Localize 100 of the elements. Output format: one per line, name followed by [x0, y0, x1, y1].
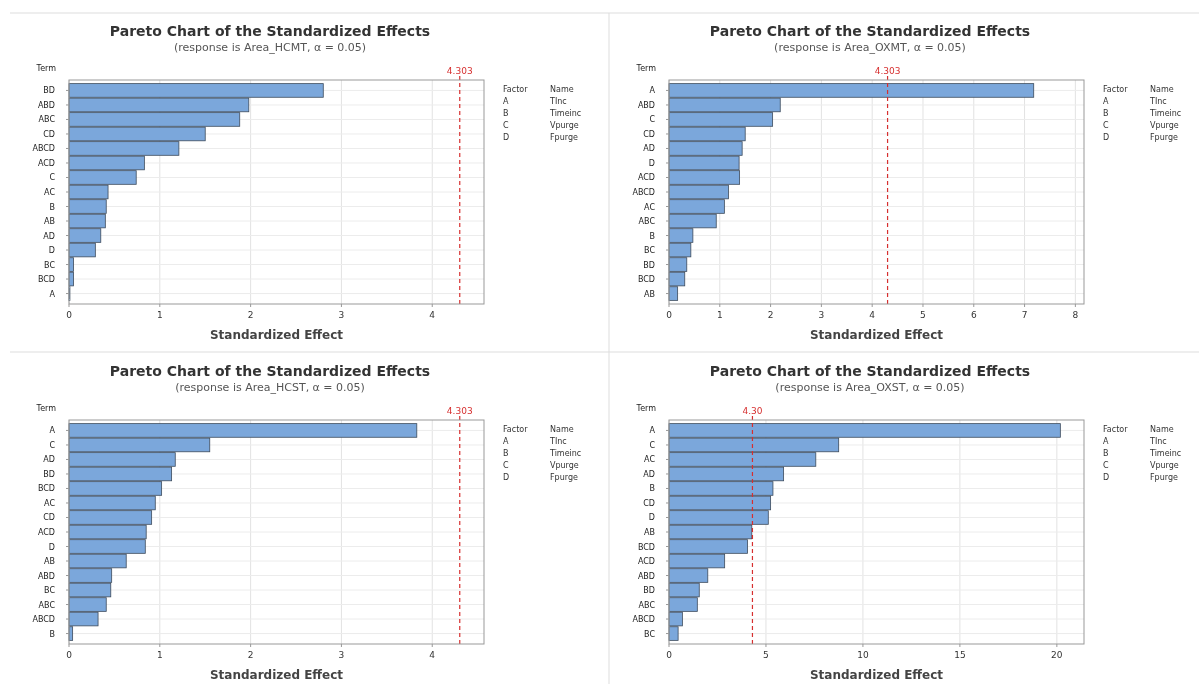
y-tick-label: ACD	[637, 173, 655, 183]
y-tick-label: AD	[643, 469, 655, 479]
x-axis-title: Standardized Effect	[809, 328, 944, 342]
chart-title: Pareto Chart of the Standardized Effects	[709, 363, 1031, 379]
y-tick-label: ABC	[38, 600, 56, 610]
y-tick-label: BD	[643, 586, 655, 596]
text: D	[1103, 133, 1110, 142]
text: Fpurge	[550, 473, 578, 482]
y-tick-label: ABC	[638, 600, 656, 610]
text: Fpurge	[1150, 473, 1178, 482]
y-tick-label: AB	[644, 528, 655, 537]
x-tick-label: 6	[970, 310, 977, 320]
ref-line-label: 4.303	[446, 406, 473, 416]
x-tick-label: 5	[920, 310, 926, 320]
x-tick-label: 5	[763, 650, 769, 660]
y-tick-label: ABD	[37, 100, 55, 110]
y-tick-label: ACD	[637, 557, 655, 567]
y-axis-title: Term	[635, 64, 657, 73]
text: A	[1103, 437, 1109, 446]
y-tick-label: D	[648, 513, 655, 523]
x-tick-label: 1	[716, 310, 723, 320]
y-tick-label: ABC	[638, 217, 656, 227]
y-tick-label: D	[48, 246, 55, 256]
x-tick-label: 7	[1021, 310, 1028, 320]
y-tick-label: AB	[44, 217, 55, 227]
ref-line-label: 4.30	[742, 406, 763, 416]
x-axis-title: Standardized Effect	[809, 668, 944, 682]
ref-line-label: 4.303	[446, 66, 473, 76]
x-tick-label: 0	[666, 650, 673, 660]
y-tick-label: C	[649, 440, 656, 450]
y-axis-title: Term	[635, 404, 657, 413]
x-tick-label: 4	[869, 310, 876, 320]
chart-title: Pareto Chart of the Standardized Effects	[109, 23, 431, 39]
x-tick-label: 4	[429, 310, 436, 320]
x-tick-label: 3	[338, 650, 345, 660]
y-tick-label: AC	[644, 202, 656, 212]
text: C	[1103, 461, 1109, 470]
text: C	[503, 121, 509, 130]
text: TInc	[1149, 437, 1167, 446]
text: A	[503, 437, 509, 446]
y-tick-label: ABC	[38, 115, 56, 125]
y-tick-label: ABCD	[632, 188, 655, 197]
x-tick-label: 0	[666, 310, 673, 320]
y-tick-label: BD	[43, 86, 55, 96]
text: Fpurge	[1150, 133, 1178, 142]
x-axis-title: Standardized Effect	[209, 668, 344, 682]
x-tick-label: 2	[247, 650, 254, 660]
y-tick-label: CD	[643, 129, 655, 139]
text: C	[503, 461, 509, 470]
x-tick-label: 1	[156, 310, 163, 320]
y-tick-label: AC	[44, 188, 56, 197]
text: Timeinc	[1149, 449, 1182, 458]
y-tick-label: ABD	[637, 571, 655, 581]
x-tick-label: 15	[954, 650, 966, 660]
text: Factor	[1103, 425, 1129, 434]
chart-subtitle: (response is Area_OXMT, α = 0.05)	[774, 41, 966, 54]
y-tick-label: A	[49, 426, 56, 436]
y-tick-label: BCD	[37, 275, 55, 285]
y-tick-label: BD	[643, 260, 655, 270]
text: A	[503, 97, 509, 106]
y-axis-title: Term	[35, 64, 57, 73]
chart-title: Pareto Chart of the Standardized Effects	[709, 23, 1031, 39]
text: Name	[550, 85, 574, 94]
y-tick-label: BCD	[637, 542, 655, 552]
y-tick-label: C	[49, 173, 56, 183]
y-tick-label: AC	[644, 455, 656, 465]
y-tick-label: AD	[43, 231, 55, 241]
text: C	[1103, 121, 1109, 130]
chart-subtitle: (response is Area_HCMT, α = 0.05)	[173, 41, 367, 54]
y-tick-label: ACD	[37, 158, 55, 168]
text: B	[1103, 449, 1109, 458]
x-tick-label: 0	[66, 650, 73, 660]
text: Fpurge	[550, 133, 578, 142]
text: Name	[1150, 85, 1174, 94]
x-axis-title: Standardized Effect	[209, 328, 344, 342]
ref-line-label: 4.303	[874, 66, 901, 76]
y-tick-label: C	[49, 440, 56, 450]
x-tick-label: 2	[767, 310, 774, 320]
y-tick-label: A	[649, 426, 656, 436]
y-tick-label: BC	[644, 246, 656, 256]
y-tick-label: BC	[644, 629, 656, 639]
y-tick-label: ABCD	[32, 144, 55, 154]
text: Timeinc	[549, 109, 582, 118]
y-tick-label: D	[48, 542, 55, 552]
text: Timeinc	[1149, 109, 1182, 118]
y-tick-label: AD	[43, 455, 55, 465]
text: D	[503, 473, 510, 482]
text: Factor	[503, 85, 529, 94]
y-tick-label: B	[49, 202, 55, 212]
text: A	[1103, 97, 1109, 106]
text: Vpurge	[550, 461, 579, 470]
y-tick-label: AB	[644, 289, 655, 299]
y-axis-title: Term	[35, 404, 57, 413]
y-tick-label: BCD	[637, 275, 655, 285]
y-tick-label: ABCD	[632, 615, 655, 625]
text: TInc	[549, 437, 567, 446]
chart-title: Pareto Chart of the Standardized Effects	[109, 363, 431, 379]
y-tick-label: A	[649, 86, 656, 96]
text: Name	[1150, 425, 1174, 434]
y-tick-label: A	[49, 289, 56, 299]
